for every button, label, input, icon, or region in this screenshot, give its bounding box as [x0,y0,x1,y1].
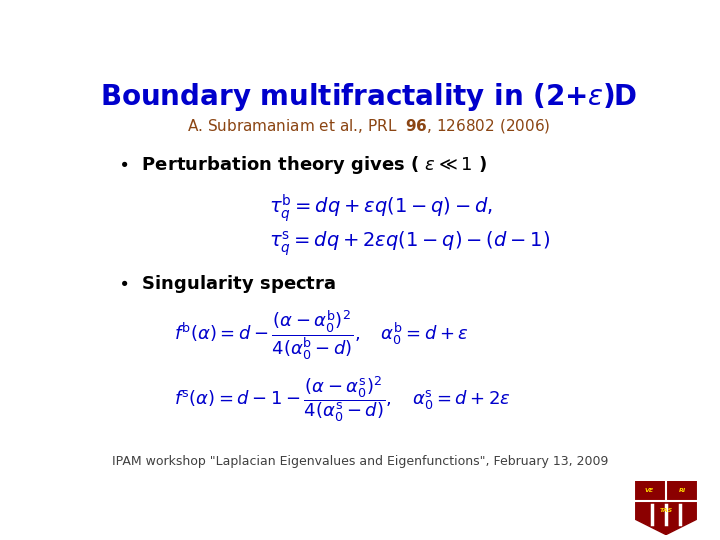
Polygon shape [636,481,696,535]
Text: VE: VE [645,488,654,494]
Text: $\bullet$  Singularity spectra: $\bullet$ Singularity spectra [118,273,336,295]
Text: A. Subramaniam et al., PRL  $\mathbf{96}$, 126802 (2006): A. Subramaniam et al., PRL $\mathbf{96}$… [187,117,551,135]
Text: $\tau_q^{\mathrm{b}} = dq + \epsilon q(1-q) - d,$: $\tau_q^{\mathrm{b}} = dq + \epsilon q(1… [269,192,492,224]
Text: Boundary multifractality in (2+$\varepsilon$)D: Boundary multifractality in (2+$\varepsi… [100,82,638,113]
Text: TAS: TAS [660,508,672,513]
Text: RI: RI [679,488,686,494]
Text: $f^{\mathrm{b}}(\alpha) = d - \dfrac{(\alpha - \alpha_0^{\mathrm{b}})^2}{4(\alph: $f^{\mathrm{b}}(\alpha) = d - \dfrac{(\a… [174,308,469,362]
Text: IPAM workshop "Laplacian Eigenvalues and Eigenfunctions", February 13, 2009: IPAM workshop "Laplacian Eigenvalues and… [112,455,608,468]
Text: $\tau_q^{\mathrm{s}} = dq + 2\epsilon q(1-q) - (d-1)$: $\tau_q^{\mathrm{s}} = dq + 2\epsilon q(… [269,229,549,258]
Text: $f^{\mathrm{s}}(\alpha) = d - 1 - \dfrac{(\alpha - \alpha_0^{\mathrm{s}})^2}{4(\: $f^{\mathrm{s}}(\alpha) = d - 1 - \dfrac… [174,375,510,424]
Text: $\bullet$  Perturbation theory gives ( $\epsilon \ll 1$ ): $\bullet$ Perturbation theory gives ( $\… [118,154,487,176]
